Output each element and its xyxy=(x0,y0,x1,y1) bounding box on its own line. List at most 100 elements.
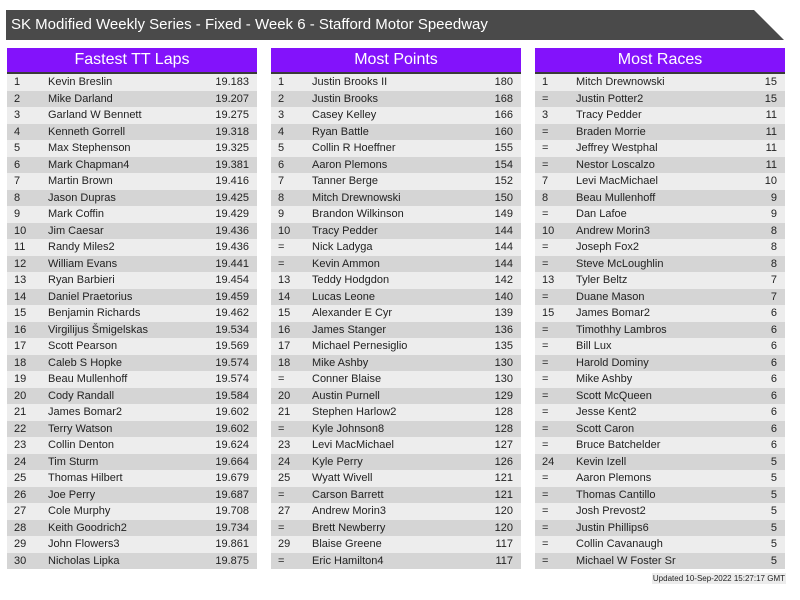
position-cell: 20 xyxy=(14,389,27,402)
value-cell: 15 xyxy=(764,92,777,105)
value-cell: 120 xyxy=(494,521,513,534)
table-row: 10 Tracy Pedder 144 xyxy=(271,222,521,239)
position-cell: = xyxy=(542,125,549,138)
position-cell: = xyxy=(542,521,549,534)
driver-name-cell: Mike Ashby xyxy=(576,373,633,385)
driver-name-cell: Ryan Battle xyxy=(312,125,369,138)
value-cell: 136 xyxy=(494,323,513,336)
table-row: = Scott Caron 6 xyxy=(535,420,785,437)
value-cell: 19.318 xyxy=(215,125,249,138)
position-cell: 20 xyxy=(278,389,291,402)
value-cell: 5 xyxy=(770,488,777,501)
position-cell: 29 xyxy=(14,538,27,550)
driver-name-cell: Michael Pernesiglio xyxy=(312,340,408,352)
value-cell: 6 xyxy=(770,406,777,418)
driver-name-cell: Nestor Loscalzo xyxy=(576,158,655,171)
table-row: = Steve McLoughlin 8 xyxy=(535,255,785,272)
driver-name-cell: Scott Pearson xyxy=(48,340,118,352)
driver-name-cell: Jesse Kent2 xyxy=(576,406,637,418)
driver-name-cell: Teddy Hodgdon xyxy=(312,274,390,286)
position-cell: 10 xyxy=(278,224,291,237)
value-cell: 117 xyxy=(495,554,513,567)
driver-name-cell: William Evans xyxy=(48,257,118,270)
position-cell: 25 xyxy=(278,472,291,484)
value-cell: 150 xyxy=(494,191,513,204)
value-cell: 144 xyxy=(494,241,513,253)
table-row: 26 Joe Perry 19.687 xyxy=(7,486,257,503)
table-row: 5 Collin R Hoeffner 155 xyxy=(271,140,521,157)
driver-name-cell: James Bomar2 xyxy=(576,307,650,319)
value-cell: 19.602 xyxy=(215,406,249,418)
driver-name-cell: Kevin Breslin xyxy=(48,76,113,88)
table-row: 12 William Evans 19.441 xyxy=(7,255,257,272)
value-cell: 11 xyxy=(765,109,777,121)
table-row: 17 Michael Pernesiglio 135 xyxy=(271,338,521,355)
driver-name-cell: Caleb S Hopke xyxy=(48,356,122,369)
position-cell: 7 xyxy=(542,175,549,187)
table-row: 16 James Stanger 136 xyxy=(271,321,521,338)
driver-name-cell: Tanner Berge xyxy=(312,175,379,187)
driver-name-cell: Justin Phillips6 xyxy=(576,521,649,534)
most-races-table: Most Races 1 Mitch Drewnowski 15 = Justin Po… xyxy=(535,48,785,569)
table-heading: Most Points xyxy=(271,48,521,74)
table-row: 4 Ryan Battle 160 xyxy=(271,123,521,140)
table-row: 25 Thomas Hilbert 19.679 xyxy=(7,470,257,487)
position-cell: 21 xyxy=(278,406,291,418)
table-row: 2 Justin Brooks 168 xyxy=(271,90,521,107)
position-cell: 10 xyxy=(14,224,27,237)
position-cell: 18 xyxy=(278,356,291,369)
table-row: = Braden Morrie 11 xyxy=(535,123,785,140)
position-cell: = xyxy=(278,488,285,501)
position-cell: 27 xyxy=(278,505,291,517)
driver-name-cell: Duane Mason xyxy=(576,290,645,303)
value-cell: 144 xyxy=(494,257,513,270)
position-cell: = xyxy=(542,373,549,385)
table-row: = Bill Lux 6 xyxy=(535,338,785,355)
value-cell: 19.416 xyxy=(215,175,249,187)
driver-name-cell: Kenneth Gorrell xyxy=(48,125,126,138)
position-cell: = xyxy=(542,389,549,402)
position-cell: 2 xyxy=(278,92,285,105)
position-cell: 25 xyxy=(14,472,27,484)
driver-name-cell: Blaise Greene xyxy=(312,538,382,550)
most-points-table: Most Points 1 Justin Brooks II 180 2 Justin … xyxy=(271,48,521,569)
table-row: 8 Mitch Drewnowski 150 xyxy=(271,189,521,206)
driver-name-cell: Tracy Pedder xyxy=(312,224,378,237)
value-cell: 19.325 xyxy=(215,142,249,154)
driver-name-cell: Daniel Praetorius xyxy=(48,290,133,303)
value-cell: 6 xyxy=(770,323,777,336)
value-cell: 130 xyxy=(494,373,513,385)
driver-name-cell: Braden Morrie xyxy=(576,125,646,138)
position-cell: = xyxy=(542,422,549,435)
driver-name-cell: Bruce Batchelder xyxy=(576,439,661,451)
value-cell: 19.425 xyxy=(215,191,249,204)
table-row: 3 Garland W Bennett 19.275 xyxy=(7,107,257,124)
table-row: = Timothhy Lambros 6 xyxy=(535,321,785,338)
position-cell: 3 xyxy=(542,109,549,121)
driver-name-cell: Randy Miles2 xyxy=(48,241,115,253)
page-title: SK Modified Weekly Series - Fixed - Week… xyxy=(11,16,488,33)
value-cell: 7 xyxy=(770,290,777,303)
driver-name-cell: Mitch Drewnowski xyxy=(576,76,665,88)
position-cell: = xyxy=(278,554,285,567)
table-row: 10 Andrew Morin3 8 xyxy=(535,222,785,239)
table-row: 7 Levi MacMichael 10 xyxy=(535,173,785,190)
table-row: 9 Mark Coffin 19.429 xyxy=(7,206,257,223)
position-cell: 6 xyxy=(278,158,285,171)
table-row: 13 Teddy Hodgdon 142 xyxy=(271,272,521,289)
value-cell: 155 xyxy=(494,142,513,154)
value-cell: 11 xyxy=(765,142,777,154)
driver-name-cell: Mike Darland xyxy=(48,92,113,105)
value-cell: 6 xyxy=(770,340,777,352)
value-cell: 19.183 xyxy=(215,76,249,88)
position-cell: 23 xyxy=(278,439,291,451)
position-cell: 22 xyxy=(14,422,27,435)
value-cell: 11 xyxy=(765,158,777,171)
table-row: 30 Nicholas Lipka 19.875 xyxy=(7,552,257,569)
position-cell: 30 xyxy=(14,554,27,567)
position-cell: 3 xyxy=(14,109,21,121)
position-cell: 21 xyxy=(14,406,27,418)
position-cell: 8 xyxy=(278,191,285,204)
driver-name-cell: Kevin Izell xyxy=(576,455,627,468)
table-row: = Collin Cavanaugh 5 xyxy=(535,536,785,553)
